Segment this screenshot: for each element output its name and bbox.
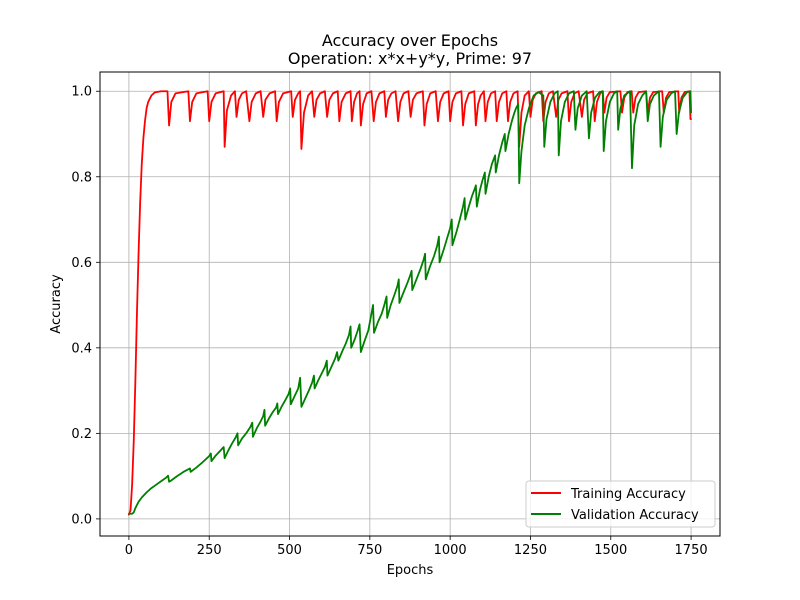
x-tick-label: 750 xyxy=(357,543,382,558)
legend-box xyxy=(525,480,716,528)
y-tick-label: 0.8 xyxy=(71,170,92,185)
y-tick-label: 1.0 xyxy=(71,85,92,100)
legend-label-training: Training Accuracy xyxy=(570,487,686,502)
chart-title: Accuracy over Epochs xyxy=(322,31,498,50)
chart-subtitle: Operation: x*x+y*y, Prime: 97 xyxy=(288,49,532,68)
y-tick-label: 0.4 xyxy=(71,341,92,356)
x-axis-label: Epochs xyxy=(387,563,434,578)
legend: Training Accuracy Validation Accuracy xyxy=(525,480,716,528)
x-tick-label: 1250 xyxy=(514,543,547,558)
grid xyxy=(100,72,720,536)
axis-ticks: 0 250 500 750 1000 1250 1500 1750 0.0 0.2 0.4 0.6 0.… xyxy=(71,85,707,558)
y-tick-label: 0.2 xyxy=(71,427,92,442)
x-tick-label: 0 xyxy=(125,543,133,558)
x-tick-label: 250 xyxy=(197,543,222,558)
y-tick-label: 0.6 xyxy=(71,256,92,271)
x-tick-label: 500 xyxy=(277,543,302,558)
x-tick-label: 1750 xyxy=(675,543,708,558)
y-tick-label: 0.0 xyxy=(71,512,92,527)
plot-area-frame xyxy=(99,71,721,537)
x-tick-label: 1000 xyxy=(434,543,467,558)
validation-accuracy-line xyxy=(128,90,692,515)
legend-label-validation: Validation Accuracy xyxy=(571,508,699,523)
series-group xyxy=(128,90,692,516)
x-tick-label: 1500 xyxy=(594,543,627,558)
y-axis-label: Accuracy xyxy=(49,274,64,334)
